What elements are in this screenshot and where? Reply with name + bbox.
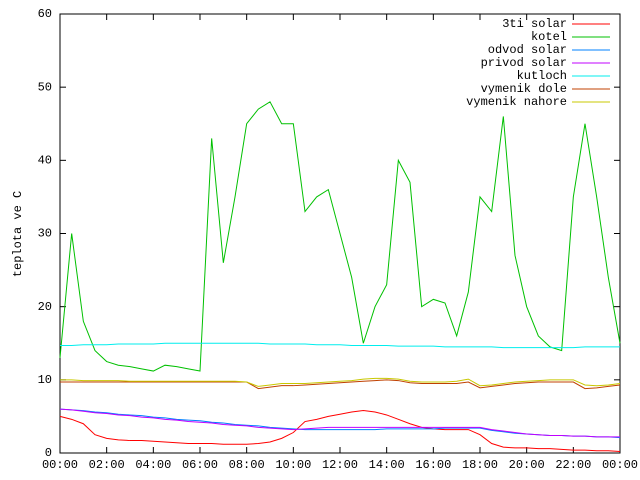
x-tick-label: 02:00	[89, 458, 125, 472]
x-tick-label: 16:00	[415, 458, 451, 472]
y-tick-label: 0	[45, 446, 52, 460]
series-line	[60, 379, 621, 390]
series-line	[60, 342, 620, 349]
series-line	[59, 408, 621, 439]
y-tick-label: 60	[38, 7, 52, 21]
y-tick-label: 20	[38, 300, 52, 314]
legend-label: kotel	[531, 30, 567, 44]
legend-label: odvod solar	[488, 43, 567, 57]
y-axis-label: teplota ve C	[11, 191, 25, 277]
x-tick-label: 00:00	[602, 458, 638, 472]
x-tick-label: 08:00	[229, 458, 265, 472]
x-tick-label: 12:00	[322, 458, 358, 472]
legend-label: vymenik nahore	[466, 95, 567, 109]
y-tick-label: 40	[38, 154, 52, 168]
plot-frame	[59, 13, 621, 454]
x-tick-label: 00:00	[42, 458, 78, 472]
x-tick-label: 22:00	[555, 458, 591, 472]
legend-label: 3ti solar	[502, 17, 567, 31]
x-tick-label: 14:00	[369, 458, 405, 472]
y-tick-label: 30	[38, 227, 52, 241]
y-tick-label: 10	[38, 373, 52, 387]
legend-label: vymenik dole	[481, 82, 567, 96]
series-line	[59, 408, 620, 438]
x-tick-label: 04:00	[135, 458, 171, 472]
series-line	[59, 101, 621, 372]
x-tick-label: 18:00	[462, 458, 498, 472]
y-tick-label: 50	[38, 80, 52, 94]
legend-label: kutloch	[517, 69, 567, 83]
x-tick-label: 10:00	[275, 458, 311, 472]
legend-label: privod solar	[481, 56, 567, 70]
series-line	[59, 410, 621, 453]
x-tick-label: 20:00	[509, 458, 545, 472]
series-line	[60, 377, 621, 387]
x-tick-label: 06:00	[182, 458, 218, 472]
